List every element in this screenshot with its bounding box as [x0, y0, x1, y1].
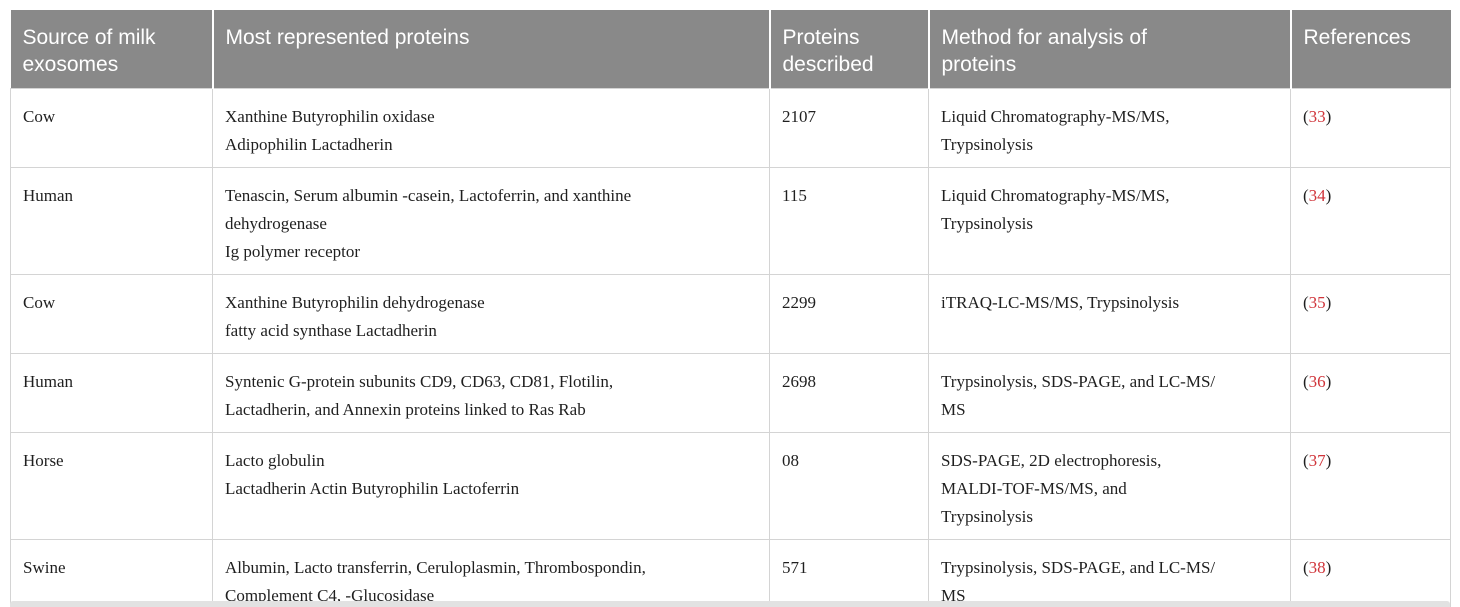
- reference-paren-open: (: [1303, 107, 1309, 126]
- header-row: Source of milk exosomes Most represented…: [10, 10, 1451, 89]
- milk-exosome-proteins-table: Source of milk exosomes Most represented…: [10, 10, 1451, 607]
- cell-source: Swine: [10, 539, 213, 607]
- table-row: Human Syntenic G-protein subunits CD9, C…: [10, 353, 1451, 433]
- cell-source: Human: [10, 353, 213, 433]
- reference-paren-close: ): [1325, 293, 1332, 312]
- cell-proteins-described: 571: [769, 539, 929, 607]
- cell-proteins: Lacto globulin Lactadherin Actin Butyrop…: [212, 432, 770, 540]
- cell-proteins-described: 2299: [769, 274, 929, 354]
- cell-proteins-described: 115: [769, 167, 929, 275]
- reference-link[interactable]: 38: [1308, 558, 1326, 577]
- cell-proteins-described: 2698: [769, 353, 929, 433]
- table-row: Swine Albumin, Lacto transferrin, Cerulo…: [10, 539, 1451, 607]
- cell-reference: (34): [1290, 167, 1451, 275]
- cell-proteins-described: 2107: [769, 88, 929, 168]
- cell-method: Liquid Chromatography-MS/MS, Trypsinolys…: [928, 88, 1291, 168]
- table-body: Cow Xanthine Butyrophilin oxidase Adipop…: [10, 88, 1451, 607]
- cell-reference: (35): [1290, 274, 1451, 354]
- column-header-method-label: Method for analysis of proteins: [941, 26, 1147, 76]
- cell-proteins: Syntenic G-protein subunits CD9, CD63, C…: [212, 353, 770, 433]
- column-header-method: Method for analysis of proteins: [927, 10, 1291, 89]
- reference-paren-close: ): [1325, 186, 1332, 205]
- cell-method: SDS-PAGE, 2D electrophoresis, MALDI-TOF-…: [928, 432, 1291, 540]
- column-header-proteins-described: Proteins described: [768, 10, 929, 89]
- reference-paren-open: (: [1303, 186, 1309, 205]
- table-row: Horse Lacto globulin Lactadherin Actin B…: [10, 432, 1451, 540]
- cell-source: Cow: [10, 88, 213, 168]
- reference-link[interactable]: 35: [1308, 293, 1326, 312]
- cell-source: Horse: [10, 432, 213, 540]
- reference-link[interactable]: 36: [1308, 372, 1326, 391]
- reference-paren-close: ): [1325, 107, 1332, 126]
- cell-source: Cow: [10, 274, 213, 354]
- cell-proteins: Xanthine Butyrophilin oxidase Adipophili…: [212, 88, 770, 168]
- table-row: Human Tenascin, Serum albumin -casein, L…: [10, 167, 1451, 275]
- cell-proteins: Tenascin, Serum albumin -casein, Lactofe…: [212, 167, 770, 275]
- column-header-references: References: [1289, 10, 1451, 89]
- cell-proteins: Xanthine Butyrophilin dehydrogenase fatt…: [212, 274, 770, 354]
- reference-paren-open: (: [1303, 372, 1309, 391]
- reference-paren-open: (: [1303, 293, 1309, 312]
- reference-link[interactable]: 37: [1308, 451, 1326, 470]
- table-row: Cow Xanthine Butyrophilin oxidase Adipop…: [10, 88, 1451, 168]
- cell-method: iTRAQ-LC-MS/MS, Trypsinolysis: [928, 274, 1291, 354]
- next-section-divider: [10, 601, 1450, 607]
- cell-reference: (33): [1290, 88, 1451, 168]
- cell-reference: (36): [1290, 353, 1451, 433]
- reference-paren-close: ): [1325, 451, 1332, 470]
- table-header: Source of milk exosomes Most represented…: [10, 10, 1451, 89]
- reference-paren-open: (: [1303, 451, 1309, 470]
- reference-paren-open: (: [1303, 558, 1309, 577]
- cell-method: Liquid Chromatography-MS/MS, Trypsinolys…: [928, 167, 1291, 275]
- table-row: Cow Xanthine Butyrophilin dehydrogenase …: [10, 274, 1451, 354]
- cell-reference: (38): [1290, 539, 1451, 607]
- reference-paren-close: ): [1325, 372, 1332, 391]
- cell-source: Human: [10, 167, 213, 275]
- column-header-source: Source of milk exosomes: [10, 10, 213, 89]
- reference-link[interactable]: 34: [1308, 186, 1326, 205]
- cell-method: Trypsinolysis, SDS-PAGE, and LC-MS/ MS: [928, 353, 1291, 433]
- reference-paren-close: ): [1325, 558, 1332, 577]
- cell-proteins: Albumin, Lacto transferrin, Ceruloplasmi…: [212, 539, 770, 607]
- reference-link[interactable]: 33: [1308, 107, 1326, 126]
- column-header-proteins: Most represented proteins: [211, 10, 770, 89]
- cell-reference: (37): [1290, 432, 1451, 540]
- cell-method: Trypsinolysis, SDS-PAGE, and LC-MS/ MS: [928, 539, 1291, 607]
- cell-proteins-described: 08: [769, 432, 929, 540]
